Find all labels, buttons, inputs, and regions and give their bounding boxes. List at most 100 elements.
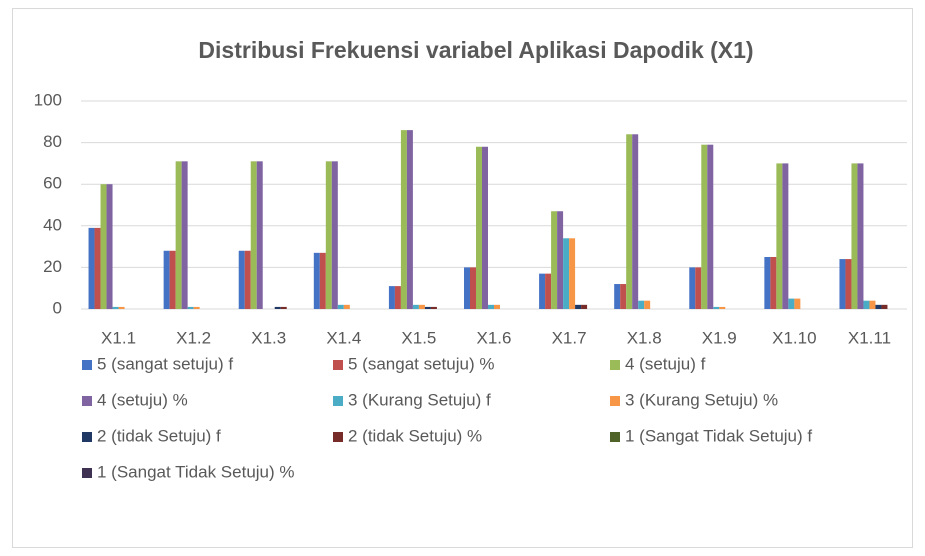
bar <box>869 300 876 309</box>
legend-swatch <box>82 360 92 370</box>
legend-label: 3 (Kurang Setuju) % <box>625 390 778 409</box>
legend-label: 1 (Sangat Tidak Setuju) f <box>625 426 812 445</box>
bar <box>719 306 726 309</box>
x-tick-label: X1.5 <box>401 328 436 347</box>
bar <box>644 300 651 309</box>
legend-swatch <box>333 432 343 442</box>
bar <box>632 134 639 309</box>
bar <box>857 163 864 309</box>
x-tick-label: X1.10 <box>772 328 816 347</box>
bar <box>424 306 431 309</box>
bar <box>707 144 714 309</box>
x-tick-label: X1.8 <box>627 328 662 347</box>
bar <box>551 211 558 309</box>
bar <box>713 306 720 309</box>
bar <box>482 146 488 309</box>
bar <box>343 304 350 309</box>
chart-title: Distribusi Frekuensi variabel Aplikasi D… <box>198 37 753 63</box>
bar <box>112 306 119 309</box>
bar <box>764 257 771 309</box>
bar <box>169 250 176 309</box>
bar <box>851 163 858 309</box>
bar <box>175 161 182 309</box>
bar <box>388 286 395 309</box>
x-tick-label: X1.3 <box>251 328 286 347</box>
bar <box>782 163 789 309</box>
bar <box>118 306 125 309</box>
bar <box>545 273 552 309</box>
bar <box>575 304 582 309</box>
legend-swatch <box>333 360 343 370</box>
bar <box>94 227 101 309</box>
bar <box>337 304 344 309</box>
bar <box>701 144 708 309</box>
bar <box>187 306 194 309</box>
y-tick-label: 100 <box>34 90 62 109</box>
bar <box>557 211 564 309</box>
legend-label: 5 (sangat setuju) f <box>97 354 233 373</box>
bar <box>770 257 777 309</box>
bar <box>620 284 627 309</box>
bar <box>794 298 801 309</box>
bar <box>238 250 245 309</box>
bar <box>412 304 419 309</box>
x-tick-label: X1.2 <box>176 328 211 347</box>
bar <box>193 306 200 309</box>
bar <box>250 161 257 309</box>
legend-swatch <box>610 360 620 370</box>
bar <box>581 304 588 309</box>
legend-label: 2 (tidak Setuju) % <box>348 426 482 445</box>
bar <box>689 267 696 309</box>
bar <box>464 267 470 309</box>
legend-label: 3 (Kurang Setuju) f <box>348 390 491 409</box>
bar <box>845 259 852 309</box>
legend-swatch <box>610 432 620 442</box>
x-tick-label: X1.7 <box>552 328 587 347</box>
bar <box>274 306 281 309</box>
bar <box>476 146 482 309</box>
bar <box>788 298 795 309</box>
chart-border <box>12 8 913 548</box>
bar <box>488 304 494 309</box>
bar <box>400 130 407 309</box>
bar <box>776 163 783 309</box>
bar <box>394 286 401 309</box>
legend-swatch <box>82 432 92 442</box>
y-tick-label: 60 <box>43 174 62 193</box>
legend-label: 5 (sangat setuju) % <box>348 354 494 373</box>
bar <box>863 300 870 309</box>
bar <box>614 284 621 309</box>
x-tick-label: X1.11 <box>848 328 891 347</box>
bar <box>626 134 633 309</box>
x-tick-label: X1.4 <box>326 328 361 347</box>
legend-label: 4 (setuju) f <box>625 354 706 373</box>
bar <box>313 252 320 309</box>
bar <box>181 161 188 309</box>
legend-swatch <box>82 396 92 406</box>
bar <box>875 304 882 309</box>
bar <box>539 273 546 309</box>
y-tick-label: 20 <box>43 257 62 276</box>
y-tick-label: 40 <box>43 215 62 234</box>
bar <box>163 250 170 309</box>
bar <box>256 161 263 309</box>
bar <box>106 184 113 309</box>
bar <box>406 130 413 309</box>
bar <box>563 238 570 309</box>
bar <box>695 267 702 309</box>
bar <box>331 161 338 309</box>
bar <box>418 304 425 309</box>
bar <box>280 306 287 309</box>
x-tick-label: X1.9 <box>702 328 737 347</box>
bar <box>470 267 476 309</box>
bar <box>325 161 332 309</box>
bar <box>839 259 846 309</box>
legend-label: 2 (tidak Setuju) f <box>97 426 221 445</box>
y-tick-label: 0 <box>53 298 62 317</box>
legend-swatch <box>610 396 620 406</box>
x-tick-label: X1.6 <box>477 328 512 347</box>
legend-label: 4 (setuju) % <box>97 390 188 409</box>
bar <box>569 238 576 309</box>
bar <box>881 304 888 309</box>
